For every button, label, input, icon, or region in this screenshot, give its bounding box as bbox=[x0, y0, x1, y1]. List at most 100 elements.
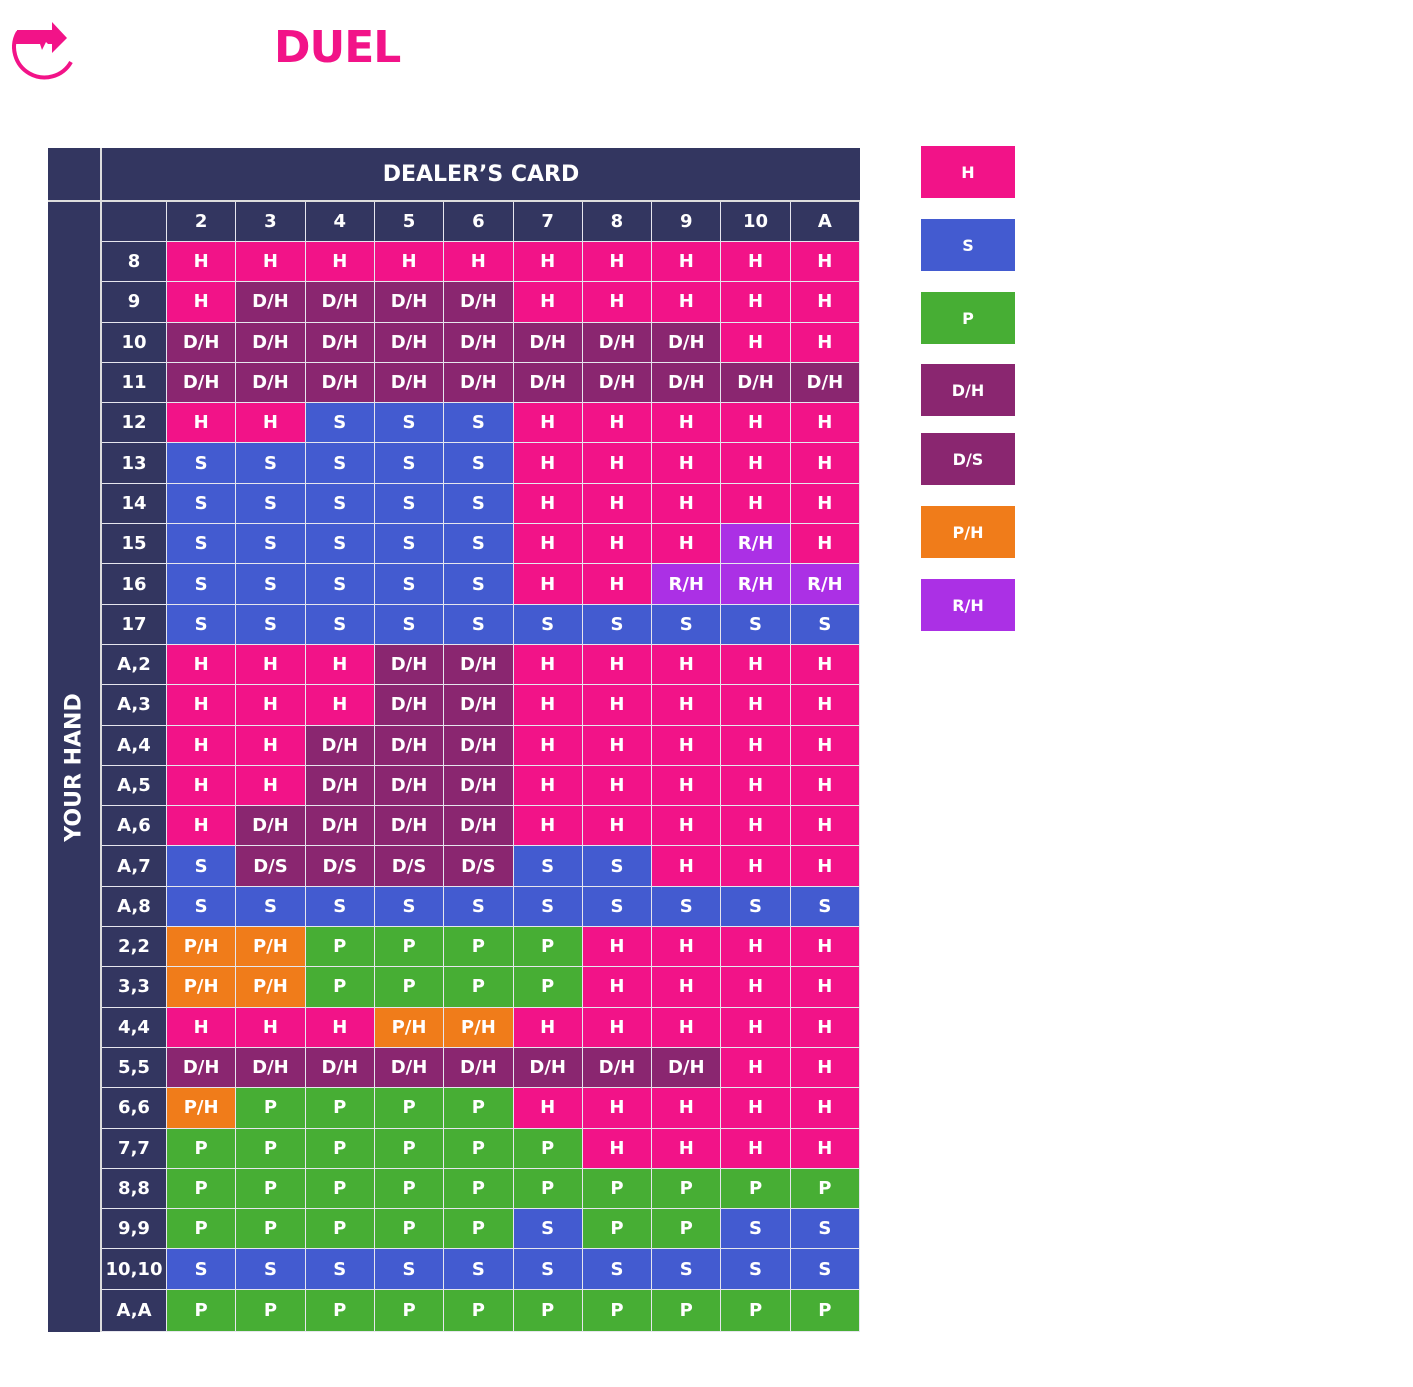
action-cell: S bbox=[444, 604, 514, 645]
action-cell: H bbox=[790, 846, 860, 887]
logo-arrow-icon bbox=[12, 22, 73, 80]
action-cell: P bbox=[790, 1289, 860, 1332]
action-cell: H bbox=[652, 685, 722, 726]
action-cell: S bbox=[167, 564, 237, 605]
action-cell: P bbox=[582, 1209, 653, 1250]
action-cell: S bbox=[236, 483, 306, 525]
action-cell: S bbox=[444, 886, 514, 928]
action-cell: P bbox=[513, 967, 583, 1008]
action-cell: H bbox=[652, 1128, 722, 1169]
action-cell: D/H bbox=[652, 1047, 722, 1089]
action-cell: P bbox=[652, 1168, 722, 1210]
table-corner bbox=[48, 148, 102, 202]
action-cell: S bbox=[721, 604, 791, 645]
action-cell: D/H bbox=[444, 765, 514, 807]
action-cell: S bbox=[444, 564, 514, 605]
action-cell: H bbox=[582, 1007, 653, 1048]
action-cell: D/H bbox=[374, 725, 445, 766]
action-cell: H bbox=[236, 1007, 306, 1048]
hand-label: 14 bbox=[102, 483, 167, 525]
action-cell: H bbox=[236, 644, 306, 686]
action-cell: H bbox=[582, 765, 653, 807]
action-cell: P bbox=[582, 1168, 653, 1210]
dealer-card-header: 3 bbox=[236, 202, 306, 242]
action-cell: S bbox=[652, 1249, 722, 1290]
action-cell: H bbox=[652, 644, 722, 686]
action-cell: S bbox=[374, 443, 445, 484]
action-cell: S bbox=[236, 443, 306, 484]
hand-label: A,8 bbox=[102, 886, 167, 928]
action-cell: H bbox=[305, 1007, 375, 1048]
action-cell: S bbox=[374, 524, 445, 565]
action-cell: H bbox=[790, 806, 860, 847]
action-cell: H bbox=[582, 282, 653, 323]
action-cell: D/H bbox=[305, 1047, 375, 1089]
legend-item: R/H bbox=[921, 579, 1015, 631]
action-cell: H bbox=[721, 1128, 791, 1169]
action-cell: S bbox=[236, 524, 306, 565]
action-cell: D/H bbox=[444, 644, 514, 686]
action-cell: H bbox=[652, 846, 722, 887]
action-cell: P bbox=[305, 1128, 375, 1169]
action-cell: H bbox=[513, 443, 583, 484]
action-cell: P bbox=[167, 1289, 237, 1332]
action-cell: S bbox=[236, 564, 306, 605]
action-cell: H bbox=[721, 765, 791, 807]
action-cell: H bbox=[513, 725, 583, 766]
action-cell: P bbox=[513, 1128, 583, 1169]
action-cell: D/H bbox=[374, 806, 445, 847]
action-cell: H bbox=[236, 242, 306, 283]
action-cell: S bbox=[167, 443, 237, 484]
action-cell: S bbox=[305, 443, 375, 484]
hand-label: 11 bbox=[102, 362, 167, 404]
action-cell: P bbox=[167, 1209, 237, 1250]
action-cell: S bbox=[444, 443, 514, 484]
action-cell: S bbox=[305, 483, 375, 525]
action-cell: H bbox=[305, 685, 375, 726]
action-cell: P bbox=[444, 1168, 514, 1210]
action-cell: S bbox=[444, 403, 514, 444]
action-cell: H bbox=[513, 483, 583, 525]
action-cell: D/H bbox=[305, 362, 375, 404]
action-cell: H bbox=[582, 927, 653, 968]
action-cell: H bbox=[652, 1007, 722, 1048]
action-cell: H bbox=[582, 403, 653, 444]
dealer-card-header: 5 bbox=[374, 202, 445, 242]
action-cell: R/H bbox=[790, 564, 860, 605]
action-cell: S bbox=[582, 1249, 653, 1290]
action-cell: S bbox=[305, 886, 375, 928]
action-cell: S bbox=[790, 886, 860, 928]
action-cell: H bbox=[582, 242, 653, 283]
action-cell: H bbox=[582, 725, 653, 766]
action-cell: H bbox=[582, 564, 653, 605]
action-cell: D/H bbox=[582, 322, 653, 363]
action-cell: H bbox=[236, 403, 306, 444]
action-cell: P bbox=[167, 1128, 237, 1169]
action-cell: S bbox=[444, 1249, 514, 1290]
action-cell: P/H bbox=[167, 927, 237, 968]
hand-label: 3,3 bbox=[102, 967, 167, 1008]
action-cell: H bbox=[790, 927, 860, 968]
action-cell: S bbox=[167, 483, 237, 525]
action-cell: H bbox=[652, 483, 722, 525]
hand-label: A,7 bbox=[102, 846, 167, 887]
legend-item: D/S bbox=[921, 433, 1015, 485]
action-cell: P bbox=[236, 1209, 306, 1250]
action-cell: P bbox=[374, 1088, 445, 1129]
hand-label: 9,9 bbox=[102, 1209, 167, 1250]
action-cell: S bbox=[374, 604, 445, 645]
action-cell: S bbox=[374, 403, 445, 444]
action-cell: S bbox=[790, 1209, 860, 1250]
action-cell: P bbox=[721, 1168, 791, 1210]
action-cell: H bbox=[582, 443, 653, 484]
action-cell: H bbox=[790, 322, 860, 363]
action-cell: D/S bbox=[444, 846, 514, 887]
action-cell: P bbox=[513, 1168, 583, 1210]
action-cell: D/H bbox=[652, 322, 722, 363]
action-cell: H bbox=[582, 644, 653, 686]
action-cell: S bbox=[790, 604, 860, 645]
action-cell: S bbox=[236, 604, 306, 645]
action-cell: P bbox=[444, 1209, 514, 1250]
action-cell: H bbox=[790, 685, 860, 726]
action-cell: D/H bbox=[374, 282, 445, 323]
